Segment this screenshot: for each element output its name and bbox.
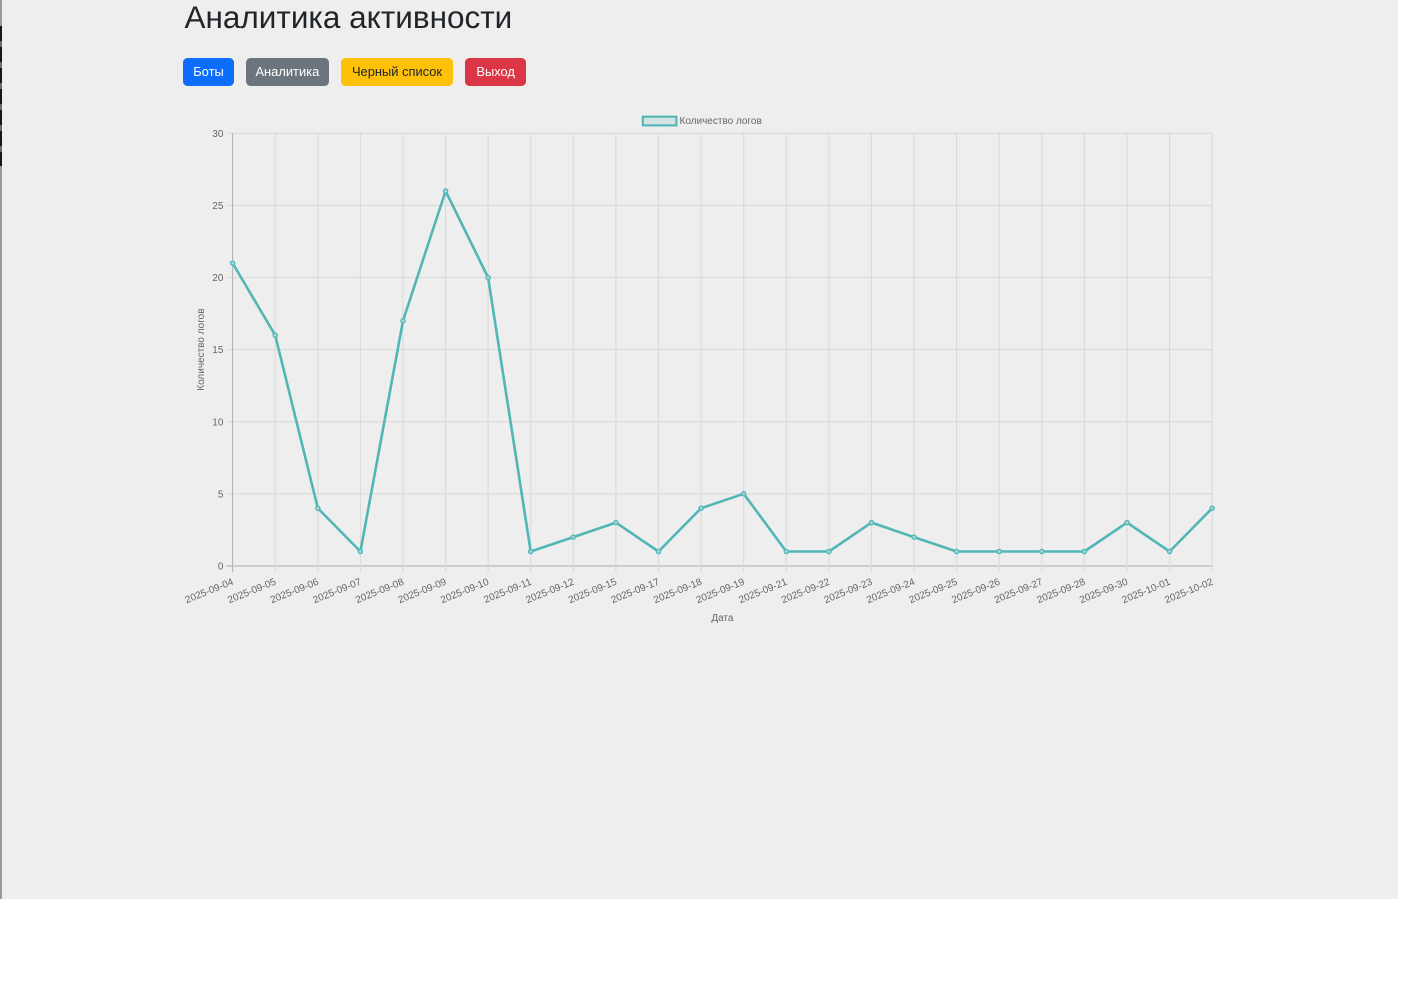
svg-text:0: 0 — [218, 562, 224, 573]
svg-text:20: 20 — [212, 273, 224, 284]
svg-text:2025-10-02: 2025-10-02 — [1163, 577, 1215, 607]
svg-text:10: 10 — [212, 417, 224, 428]
svg-text:2025-09-10: 2025-09-10 — [439, 577, 491, 607]
svg-text:25: 25 — [212, 201, 224, 212]
svg-text:5: 5 — [218, 489, 224, 500]
svg-text:15: 15 — [212, 345, 224, 356]
svg-text:Количество логов: Количество логов — [680, 116, 762, 127]
svg-text:Дата: Дата — [711, 613, 734, 624]
svg-text:30: 30 — [212, 129, 224, 140]
svg-text:Количество логов: Количество логов — [196, 308, 207, 390]
